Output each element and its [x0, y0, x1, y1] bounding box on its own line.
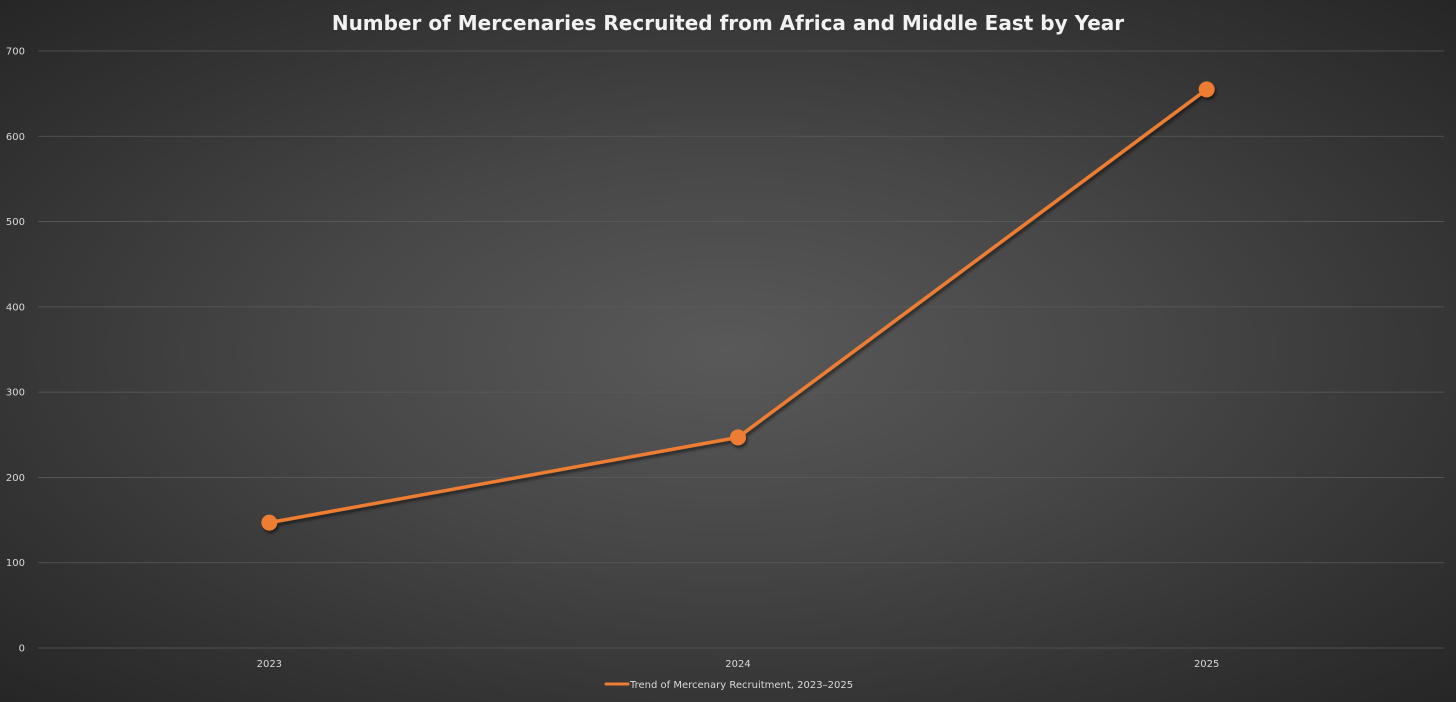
- series-line: [267, 87, 1209, 525]
- x-tick-label: 2025: [1194, 659, 1219, 670]
- x-axis-tick-labels: 2023 2024 2025: [257, 659, 1220, 670]
- data-point[interactable]: [1198, 81, 1215, 98]
- y-tick-label: 700: [6, 47, 25, 58]
- gridlines: [38, 50, 1444, 649]
- y-tick-label: 0: [19, 644, 25, 655]
- data-point[interactable]: [261, 514, 278, 531]
- data-point[interactable]: [730, 429, 746, 446]
- legend-label: Trend of Mercenary Recruitment, 2023–202…: [629, 680, 853, 691]
- y-tick-label: 500: [6, 217, 25, 228]
- y-axis-tick-labels: 0 100 200 300 400 500 600 700: [6, 47, 25, 655]
- x-tick-label: 2024: [725, 659, 750, 670]
- series-line-group: [261, 81, 1215, 531]
- y-tick-label: 600: [6, 132, 25, 143]
- y-tick-label: 400: [6, 302, 25, 313]
- y-tick-label: 300: [6, 388, 25, 399]
- x-tick-label: 2023: [257, 659, 282, 670]
- y-tick-label: 100: [6, 558, 25, 569]
- legend[interactable]: Trend of Mercenary Recruitment, 2023–202…: [604, 680, 853, 691]
- y-tick-label: 200: [6, 473, 25, 484]
- chart-title: Number of Mercenaries Recruited from Afr…: [332, 11, 1124, 35]
- series-layer: [261, 81, 1215, 531]
